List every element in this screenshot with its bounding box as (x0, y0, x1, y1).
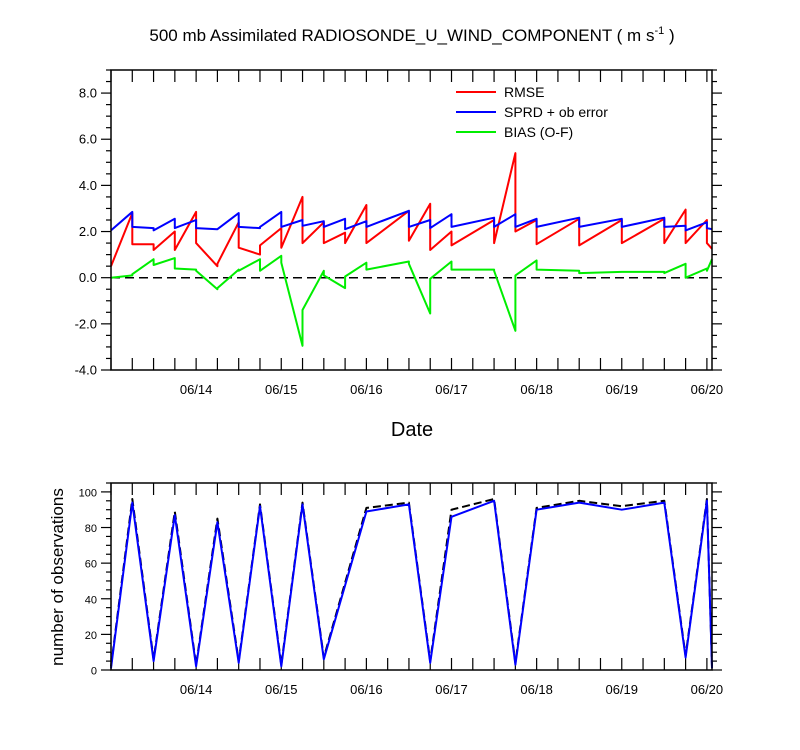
y-tick-label: 60 (85, 559, 97, 571)
x-tick-label: 06/18 (520, 682, 553, 697)
series-line (110, 254, 713, 347)
series-line (110, 209, 713, 232)
chart-title-main: 500 mb Assimilated RADIOSONDE_U_WIND_COM… (149, 26, 654, 45)
top-chart-frame (110, 69, 713, 371)
series-line (110, 499, 713, 669)
top-chart-legend: RMSE SPRD + ob error BIAS (O-F) (456, 84, 608, 140)
y-tick-label: 8.0 (79, 86, 97, 101)
x-tick-label: 06/18 (520, 382, 553, 397)
x-tick-label: 06/17 (435, 382, 468, 397)
x-tick-label: 06/14 (180, 382, 213, 397)
series-line (110, 152, 713, 268)
bottom-chart-ticks: 06/14 06/15 06/16 06/17 06/18 06/19 06/20 0 20 40… (79, 482, 724, 697)
bottom-chart: 06/14 06/15 06/16 06/17 06/18 06/19 06/20 0 20 40… (79, 482, 724, 697)
legend-label: SPRD + ob error (504, 104, 608, 120)
chart-title-end: ) (664, 26, 674, 45)
y-tick-label: 4.0 (79, 178, 97, 193)
y-tick-label: 6.0 (79, 132, 97, 147)
y-tick-label: 20 (85, 630, 97, 642)
legend-label: BIAS (O-F) (504, 124, 573, 140)
chart-title: 500 mb Assimilated RADIOSONDE_U_WIND_COM… (149, 25, 674, 45)
top-chart-series (110, 152, 713, 347)
y-tick-label: 100 (79, 487, 97, 499)
x-tick-label: 06/16 (350, 682, 383, 697)
y-tick-label: 0.0 (79, 270, 97, 285)
legend-label: RMSE (504, 84, 544, 100)
x-axis-label: Date (391, 419, 433, 441)
top-chart-ticks: 06/14 06/15 06/16 06/17 06/18 06/19 06/20 -4.0 -… (75, 69, 724, 397)
top-chart: 06/14 06/15 06/16 06/17 06/18 06/19 06/20 -4.0 -… (75, 69, 724, 397)
x-tick-label: 06/15 (265, 382, 298, 397)
x-tick-label: 06/16 (350, 382, 383, 397)
x-tick-label: 06/20 (691, 682, 724, 697)
x-tick-label: 06/20 (691, 382, 724, 397)
y-tick-label: 2.0 (79, 224, 97, 239)
y-tick-label: 0 (91, 666, 97, 678)
x-tick-label: 06/14 (180, 682, 213, 697)
x-tick-label: 06/15 (265, 682, 298, 697)
chart-title-superscript: -1 (654, 25, 664, 37)
x-tick-label: 06/19 (605, 382, 638, 397)
series-line (110, 498, 713, 667)
y-axis-label: number of observations (48, 488, 67, 666)
x-tick-label: 06/19 (605, 682, 638, 697)
y-tick-label: 80 (85, 523, 97, 535)
bottom-chart-series (110, 498, 713, 669)
x-tick-label: 06/17 (435, 682, 468, 697)
y-tick-label: -4.0 (75, 363, 97, 378)
bottom-chart-frame (110, 482, 713, 671)
y-tick-label: -2.0 (75, 316, 97, 331)
y-tick-label: 40 (85, 594, 97, 606)
